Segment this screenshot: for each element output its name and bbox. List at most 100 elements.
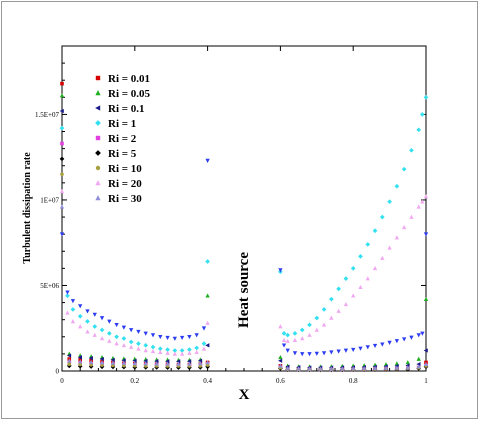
data-point bbox=[420, 199, 425, 204]
data-point bbox=[165, 359, 170, 364]
data-point bbox=[423, 348, 428, 353]
legend-marker bbox=[95, 150, 101, 156]
data-point bbox=[100, 363, 104, 367]
data-point bbox=[136, 341, 141, 346]
legend-label: Ri = 5 bbox=[108, 148, 137, 160]
data-point bbox=[340, 366, 345, 371]
data-point bbox=[187, 361, 192, 366]
legend-label: Ri = 10 bbox=[108, 163, 142, 175]
series-8-points bbox=[59, 204, 429, 371]
data-point bbox=[285, 366, 290, 371]
data-point bbox=[179, 351, 185, 356]
data-points bbox=[59, 81, 429, 373]
data-point bbox=[59, 156, 65, 162]
data-point bbox=[99, 336, 105, 341]
legend-marker bbox=[95, 195, 101, 201]
data-point bbox=[358, 284, 363, 289]
data-point bbox=[365, 276, 370, 281]
data-point bbox=[121, 358, 126, 363]
data-point bbox=[65, 310, 70, 315]
data-point bbox=[285, 332, 291, 338]
legend-marker bbox=[95, 135, 101, 141]
data-point bbox=[329, 315, 334, 320]
legend-marker bbox=[95, 165, 101, 171]
data-point bbox=[194, 345, 200, 351]
data-point bbox=[402, 224, 407, 230]
data-point bbox=[318, 366, 323, 371]
data-point bbox=[110, 360, 116, 365]
data-point bbox=[194, 333, 199, 338]
data-point bbox=[179, 348, 185, 353]
data-point bbox=[365, 242, 371, 247]
data-point bbox=[121, 360, 127, 365]
data-point bbox=[336, 308, 341, 313]
data-point bbox=[92, 312, 97, 317]
data-point bbox=[129, 328, 134, 333]
series-7-points bbox=[59, 189, 429, 356]
data-point bbox=[343, 348, 349, 353]
data-point bbox=[372, 365, 378, 371]
data-point bbox=[179, 335, 185, 340]
data-point bbox=[292, 337, 298, 343]
data-point bbox=[343, 301, 349, 307]
data-point bbox=[114, 334, 119, 340]
data-point bbox=[296, 366, 301, 371]
data-point bbox=[380, 255, 385, 260]
data-point bbox=[99, 327, 105, 333]
y-axis-label: Turbulent dissipation rate bbox=[22, 152, 33, 264]
data-point bbox=[351, 366, 356, 371]
x-axis-label: X bbox=[239, 387, 250, 403]
data-point bbox=[394, 183, 400, 189]
data-point bbox=[321, 307, 327, 312]
data-point bbox=[78, 359, 83, 364]
legend-marker bbox=[95, 120, 101, 126]
plot-area bbox=[61, 45, 427, 372]
data-point bbox=[394, 235, 400, 240]
data-point bbox=[121, 325, 127, 330]
data-point bbox=[292, 331, 298, 336]
data-point bbox=[329, 366, 334, 371]
data-point bbox=[85, 309, 90, 314]
data-point bbox=[67, 358, 72, 363]
data-point bbox=[292, 351, 298, 356]
x-tick-label: 0.4 bbox=[203, 377, 212, 385]
data-point bbox=[307, 322, 312, 328]
data-point bbox=[66, 353, 72, 358]
data-point bbox=[176, 361, 181, 366]
data-point bbox=[416, 204, 421, 209]
data-point bbox=[172, 336, 177, 341]
data-point bbox=[88, 356, 93, 361]
data-point bbox=[114, 323, 119, 328]
data-point bbox=[150, 348, 156, 354]
data-point bbox=[365, 345, 370, 350]
data-point bbox=[114, 341, 119, 346]
data-point bbox=[416, 127, 422, 133]
data-point bbox=[281, 337, 287, 343]
data-point bbox=[387, 199, 392, 204]
data-point bbox=[383, 365, 389, 370]
data-point bbox=[99, 360, 105, 365]
data-point bbox=[187, 334, 192, 340]
data-point bbox=[67, 362, 72, 366]
x-tick-label: 0.6 bbox=[276, 377, 285, 385]
data-point bbox=[70, 299, 76, 304]
data-point bbox=[59, 189, 65, 194]
legend-label: Ri = 0.1 bbox=[108, 103, 145, 115]
data-point bbox=[59, 204, 65, 209]
data-point bbox=[92, 324, 98, 329]
data-point bbox=[176, 359, 181, 364]
data-point bbox=[285, 348, 290, 353]
data-point bbox=[172, 348, 178, 353]
data-point bbox=[143, 361, 148, 366]
legend-marker bbox=[95, 75, 101, 81]
data-point bbox=[107, 319, 112, 324]
data-point bbox=[165, 335, 170, 340]
data-point bbox=[165, 347, 170, 352]
x-tick-label: 1 bbox=[424, 377, 428, 385]
data-point bbox=[85, 319, 90, 324]
data-point bbox=[307, 352, 312, 357]
data-point bbox=[150, 344, 156, 350]
legend: Ri = 0.01 Ri = 0.05 Ri = 0.1 Ri = 1 Ri = 2 Ri… bbox=[95, 73, 151, 205]
data-point bbox=[351, 293, 356, 298]
data-point bbox=[416, 361, 421, 367]
